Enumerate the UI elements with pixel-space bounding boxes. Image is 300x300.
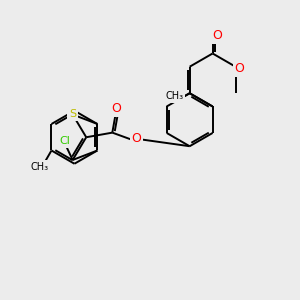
- Text: Cl: Cl: [60, 136, 70, 146]
- Text: O: O: [213, 29, 223, 42]
- Text: O: O: [132, 132, 142, 145]
- Text: CH₃: CH₃: [165, 91, 183, 101]
- Text: O: O: [235, 62, 244, 75]
- Text: S: S: [69, 110, 76, 119]
- Text: O: O: [111, 102, 121, 115]
- Text: CH₃: CH₃: [31, 162, 49, 172]
